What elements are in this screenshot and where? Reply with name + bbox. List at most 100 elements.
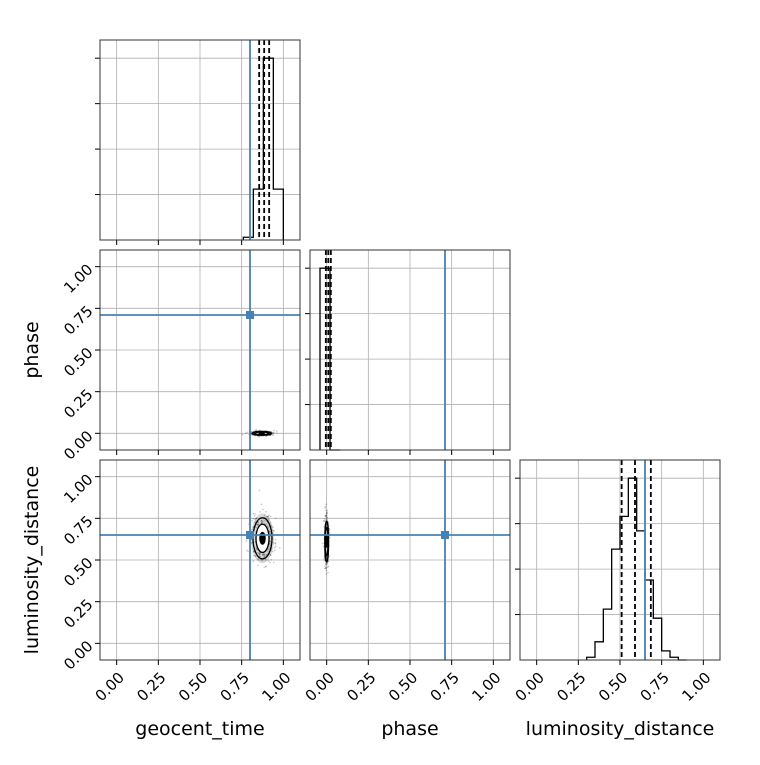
sample-point — [252, 526, 254, 528]
sample-point — [326, 516, 329, 519]
sample-point — [326, 562, 329, 565]
sample-point — [268, 514, 270, 517]
sample-point — [327, 571, 329, 574]
sample-point — [258, 553, 261, 556]
sample-point — [255, 517, 257, 520]
sample-point — [251, 542, 253, 544]
sample-point — [252, 560, 255, 563]
y-tick-label: 0.75 — [60, 302, 96, 338]
sample-point — [246, 549, 248, 552]
sample-point — [272, 561, 275, 564]
sample-point — [274, 538, 277, 541]
sample-point — [326, 566, 329, 568]
sample-point — [323, 520, 326, 522]
sample-point — [267, 550, 269, 553]
sample-point — [252, 517, 254, 520]
sample-point — [258, 552, 260, 554]
sample-point — [264, 565, 267, 568]
sample-point — [265, 523, 268, 525]
x-tick-label: 0.50 — [385, 669, 421, 705]
contour-core — [325, 535, 328, 549]
sample-point — [267, 515, 270, 518]
y-tick-label: 0.00 — [60, 427, 96, 463]
sample-point — [263, 522, 266, 525]
sample-point — [264, 519, 266, 522]
x-tick-label: 0.00 — [512, 669, 548, 705]
sample-point — [255, 520, 257, 522]
contour-core — [258, 432, 265, 435]
x-tick-label: 0.00 — [302, 669, 338, 705]
sample-point — [322, 520, 325, 522]
sample-point — [269, 530, 271, 533]
sample-point — [258, 553, 261, 555]
sample-point — [269, 554, 272, 557]
sample-point — [322, 545, 325, 548]
sample-point — [270, 549, 273, 552]
sample-point — [325, 573, 328, 575]
sample-point — [247, 550, 249, 553]
sample-point — [328, 532, 331, 534]
sample-point — [261, 559, 263, 562]
sample-point — [256, 523, 259, 525]
sample-point — [324, 567, 327, 570]
sample-point — [321, 542, 324, 545]
sample-point — [253, 518, 256, 521]
sample-point — [251, 528, 253, 531]
sample-point — [260, 519, 262, 522]
sample-point — [263, 556, 265, 559]
sample-point — [264, 555, 266, 558]
sample-point — [324, 567, 326, 570]
histogram-phase — [319, 250, 446, 451]
sample-point — [264, 558, 267, 561]
sample-point — [261, 519, 263, 522]
x-tick-label: 1.00 — [678, 669, 714, 705]
density-geocent_time-luminosity_distance — [100, 460, 300, 660]
histogram-geocent_time — [242, 40, 284, 240]
sample-point — [273, 530, 276, 532]
sample-point — [272, 541, 275, 544]
sample-point — [270, 558, 273, 561]
y-tick-label: 0.00 — [60, 637, 96, 673]
sample-point — [265, 515, 268, 518]
sample-point — [268, 532, 271, 535]
y-tick-label: 1.00 — [60, 470, 96, 506]
sample-point — [326, 512, 328, 514]
x-tick-label: 0.00 — [92, 669, 128, 705]
sample-point — [272, 434, 274, 437]
sample-point — [324, 518, 326, 520]
sample-point — [326, 518, 328, 521]
sample-point — [255, 523, 258, 526]
truth-marker — [246, 531, 254, 539]
sample-point — [255, 518, 257, 520]
sample-point — [262, 553, 265, 556]
sample-point — [263, 566, 266, 569]
y-tick-label: 0.25 — [60, 595, 96, 631]
sample-point — [268, 432, 271, 435]
sample-point — [261, 521, 263, 524]
x-tick-label: 0.25 — [553, 669, 589, 705]
sample-point — [254, 513, 256, 515]
sample-point — [325, 569, 328, 572]
grid-0-0 — [100, 40, 300, 240]
sample-point — [269, 561, 272, 564]
sample-point — [326, 514, 328, 516]
sample-point — [259, 511, 261, 513]
x-axis-label-geocent_time: geocent_time — [135, 718, 264, 740]
y-tick-label: 0.50 — [60, 344, 96, 380]
sample-point — [267, 560, 270, 562]
histogram-step — [586, 477, 687, 661]
sample-point — [325, 512, 328, 515]
sample-point — [273, 429, 275, 432]
y-tick-label: 1.00 — [60, 260, 96, 296]
sample-point — [325, 563, 327, 566]
sample-point — [264, 553, 266, 556]
x-tick-label: 1.00 — [468, 669, 504, 705]
sample-point — [258, 555, 261, 557]
density-phase-luminosity_distance — [310, 460, 510, 660]
sample-point — [262, 508, 264, 511]
sample-point — [258, 553, 261, 556]
sample-point — [260, 519, 263, 522]
sample-point — [274, 542, 277, 544]
sample-point — [272, 431, 275, 434]
sample-point — [324, 514, 327, 517]
